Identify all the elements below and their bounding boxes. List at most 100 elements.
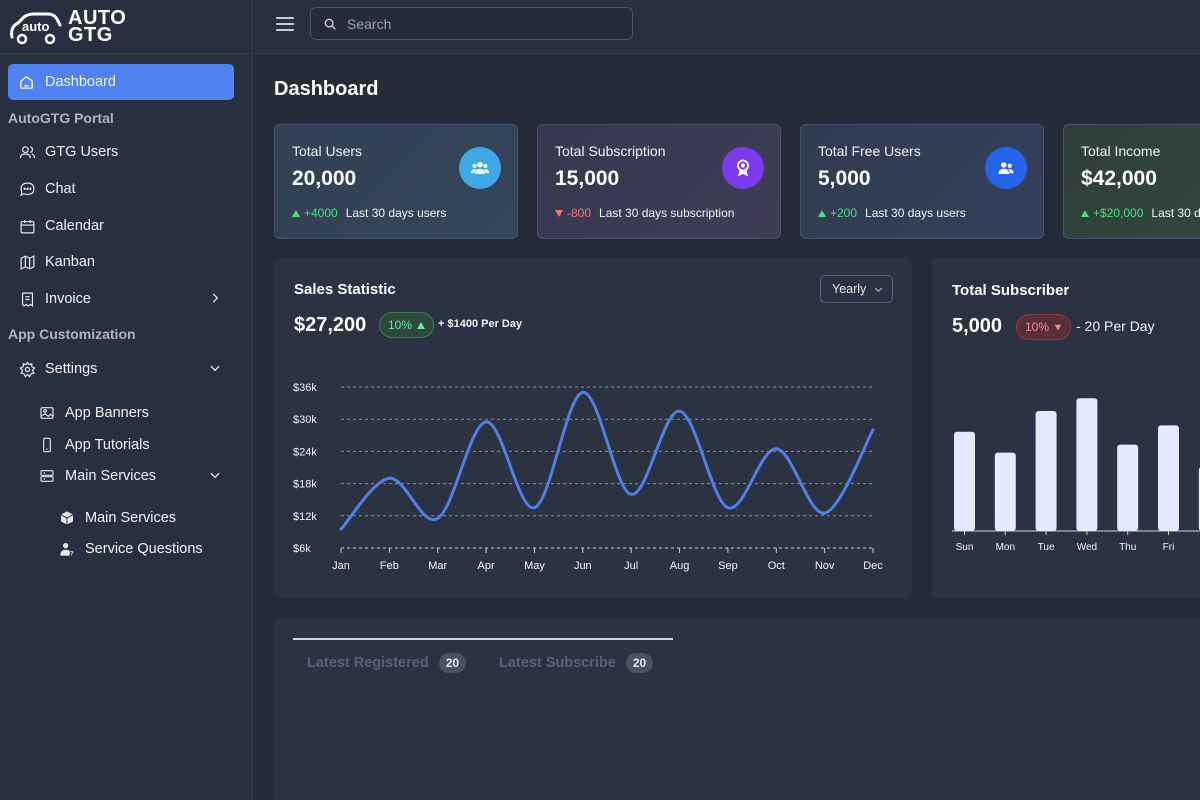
sidebar-item-chat[interactable]: Chat (18, 180, 228, 198)
sidebar-item-label: App Tutorials (65, 437, 150, 453)
user-pair-icon (985, 147, 1027, 189)
subscriber-bar (1117, 444, 1139, 531)
tab-count-badge: 20 (625, 653, 654, 673)
svg-text:?: ? (70, 551, 74, 557)
stat-note: Last 30 days users (345, 206, 447, 220)
sidebar-item-label: Kanban (45, 254, 95, 270)
stat-footer: +$20,000 Last 30 days (1081, 206, 1200, 220)
logo-line-2: GTG (68, 23, 113, 46)
up-arrow-icon (1081, 209, 1089, 217)
svg-text:auto: auto (22, 19, 50, 34)
logo[interactable]: auto AUTO GTG (0, 0, 252, 54)
stat-delta: +4000 (304, 206, 338, 220)
subscriber-bar (954, 431, 975, 531)
sidebar-item-label: Chat (45, 181, 76, 197)
stat-note: Last 30 days users (865, 206, 966, 220)
section-label-customization: App Customization (8, 326, 136, 342)
x-tick-label: Feb (380, 560, 399, 572)
y-tick-label: $36k (293, 382, 317, 394)
tab-latest-registered[interactable]: Latest Registered 20 (307, 653, 467, 673)
sidebar-item-label: Main Services (85, 510, 177, 526)
x-tick-label: Jun (574, 560, 592, 572)
subscriber-bar (1076, 398, 1098, 531)
users-group-icon (459, 147, 501, 189)
y-tick-label: $24k (293, 446, 317, 458)
change-value: 10% (388, 318, 413, 332)
sales-data-point (339, 527, 343, 531)
sidebar-item-label: Invoice (45, 291, 91, 307)
sales-data-point (629, 492, 633, 496)
sales-data-point (387, 476, 391, 480)
receipt-icon (18, 290, 36, 308)
x-tick-label: Oct (768, 560, 785, 572)
sidebar-item-service-questions[interactable]: ? Service Questions (58, 540, 228, 558)
search-input[interactable] (347, 15, 617, 32)
stat-footer: +4000 Last 30 days users (292, 206, 446, 220)
sidebar: auto AUTO GTG Dashboard AutoGTG Portal G… (0, 0, 253, 800)
tab-label: Latest Subscribe (499, 655, 616, 671)
sidebar-item-label: Settings (45, 361, 98, 377)
subscriber-change-badge: 10% (1016, 314, 1072, 340)
sidebar-item-app-tutorials[interactable]: App Tutorials (38, 436, 228, 454)
stat-card-total-income: Total Income $42,000 +$20,000 Last 30 da… (1063, 124, 1200, 239)
sidebar-item-services-list[interactable]: Main Services (58, 509, 228, 527)
sales-data-point (823, 511, 827, 515)
y-tick-label: $6k (293, 543, 311, 555)
down-arrow-icon (555, 209, 563, 217)
stat-footer: -800 Last 30 days subscription (555, 206, 734, 220)
logo-car-icon: auto (8, 7, 64, 47)
home-icon (18, 74, 35, 91)
stat-title: Total Income (1081, 143, 1161, 159)
calendar-icon (18, 217, 36, 235)
map-icon (18, 253, 36, 271)
sidebar-item-label: App Banners (65, 405, 149, 421)
search-icon (323, 17, 337, 31)
logo-line-1: AUTO (68, 6, 127, 29)
sidebar-item-app-banners[interactable]: App Banners (38, 404, 228, 422)
sidebar-item-main-services[interactable]: Main Services (38, 467, 228, 485)
period-dropdown[interactable]: Yearly (820, 275, 893, 303)
subscriber-bar (994, 452, 1016, 531)
sidebar-item-invoice[interactable]: Invoice (18, 290, 228, 308)
x-tick-label: Sep (718, 560, 738, 572)
stat-value: 15,000 (555, 167, 620, 190)
x-tick-label: Sun (956, 542, 974, 553)
sidebar-item-dashboard[interactable]: Dashboard (8, 64, 234, 100)
down-arrow-icon (1054, 324, 1062, 330)
up-arrow-icon (417, 321, 426, 329)
sidebar-item-label: Main Services (65, 468, 157, 484)
stat-value: 20,000 (292, 167, 357, 190)
sidebar-item-label: GTG Users (45, 144, 119, 160)
sidebar-item-calendar[interactable]: Calendar (18, 217, 228, 235)
stat-value: $42,000 (1081, 167, 1157, 190)
sidebar-item-settings[interactable]: Settings (18, 360, 228, 378)
stat-footer: +200 Last 30 days users (818, 206, 966, 220)
chevron-down-icon (873, 284, 884, 295)
stat-card-total-users: Total Users 20,000 +4000 Last 30 days us… (274, 124, 518, 239)
subscriber-per-day: - 20 Per Day (1076, 318, 1155, 334)
x-tick-label: Fri (1163, 542, 1175, 553)
hamburger-menu-icon[interactable] (276, 17, 294, 31)
x-tick-label: Thu (1119, 542, 1136, 553)
x-tick-label: Apr (478, 560, 495, 572)
x-tick-label: Mon (996, 542, 1015, 553)
gear-icon (18, 360, 36, 378)
tab-label: Latest Registered (307, 655, 429, 671)
stat-card-total-subscription: Total Subscription 15,000 -800 Last 30 d… (537, 124, 781, 239)
sales-data-point (484, 420, 488, 424)
chevron-down-icon (208, 361, 222, 379)
logo-wordmark: AUTO GTG (68, 6, 127, 46)
user-question-icon: ? (58, 540, 76, 558)
sales-data-point (581, 390, 585, 394)
box-icon (58, 509, 76, 527)
latest-tabs-panel: Latest Registered 20 Latest Subscribe 20 (274, 619, 1200, 800)
sidebar-item-kanban[interactable]: Kanban (18, 253, 228, 271)
stat-delta: +$20,000 (1093, 206, 1144, 220)
search-box[interactable] (310, 7, 633, 40)
x-tick-label: Nov (815, 560, 835, 572)
sidebar-item-gtg-users[interactable]: GTG Users (18, 143, 228, 161)
x-tick-label: Wed (1077, 542, 1097, 553)
x-tick-label: Dec (863, 560, 883, 572)
tab-latest-subscribe[interactable]: Latest Subscribe 20 (499, 653, 654, 673)
x-tick-label: Mar (428, 560, 447, 572)
